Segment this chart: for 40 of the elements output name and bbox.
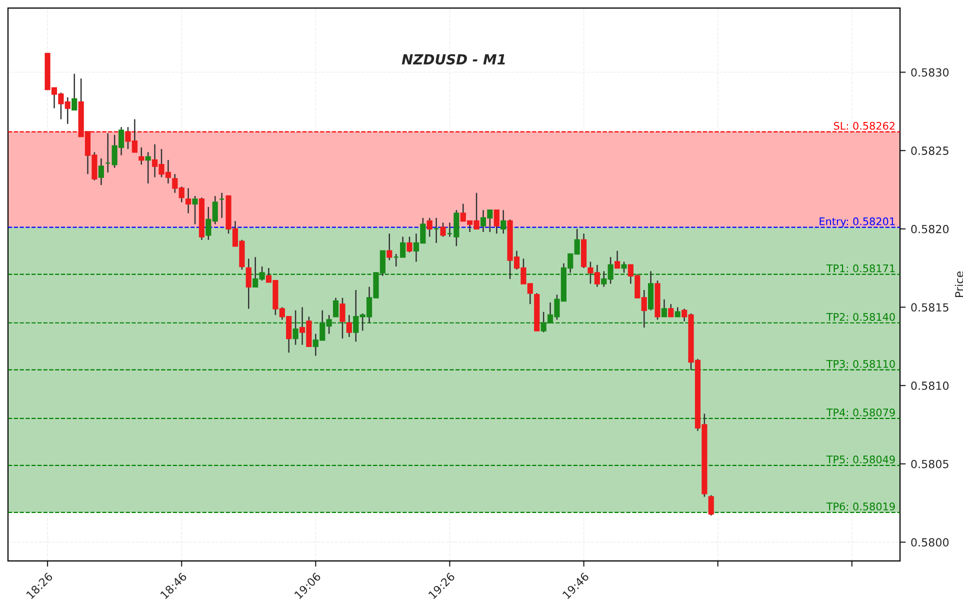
ref-line-label: Entry: 0.58201	[820, 217, 895, 228]
candlestick	[192, 195, 198, 225]
ref-line-label: TP6: 0.58019	[826, 502, 895, 510]
candlestick	[98, 158, 104, 186]
text: NZDUSD - M1	[402, 54, 505, 65]
candlestick	[72, 73, 78, 110]
candlestick	[406, 236, 412, 254]
candlestick	[494, 209, 500, 234]
y-tick-label: 0.5825	[911, 146, 948, 155]
y-tick-label: 0.5815	[911, 303, 948, 312]
ref-line-label: SL: 0.58262	[834, 122, 895, 130]
candlestick	[668, 303, 674, 318]
y-axis-title: Price	[954, 272, 963, 297]
candlestick	[346, 314, 352, 338]
candlestick	[621, 261, 627, 274]
candlestick	[340, 297, 346, 340]
ref-line-label: TP5: 0.58049	[826, 456, 895, 464]
candlestick	[292, 310, 298, 346]
candlestick	[246, 258, 252, 310]
candlestick	[674, 306, 680, 318]
candlestick	[138, 146, 144, 166]
candlestick	[386, 232, 392, 261]
y-tick-label: 0.5805	[911, 460, 948, 468]
y-tick-label: 0.5820	[911, 224, 949, 234]
candlestick	[500, 209, 506, 234]
candlestick	[661, 298, 668, 318]
y-tick-label: 0.5830	[911, 68, 949, 77]
candlestick	[426, 217, 432, 238]
candlestick	[185, 188, 192, 214]
ref-line-label: TP1: 0.58171	[826, 264, 895, 272]
y-tick-label: 0.5800	[911, 538, 949, 547]
ref-line-label: TP2: 0.58140	[826, 312, 895, 321]
y-tick-label: 0.5810	[911, 382, 949, 390]
ref-line-label: TP4: 0.58079	[826, 408, 895, 416]
candlestick	[332, 297, 339, 318]
ref-line-label: TP3: 0.58110	[826, 360, 895, 368]
candlestick	[614, 250, 620, 269]
candlestick	[708, 494, 714, 516]
candlestick	[440, 222, 446, 238]
candlestick	[145, 152, 151, 184]
